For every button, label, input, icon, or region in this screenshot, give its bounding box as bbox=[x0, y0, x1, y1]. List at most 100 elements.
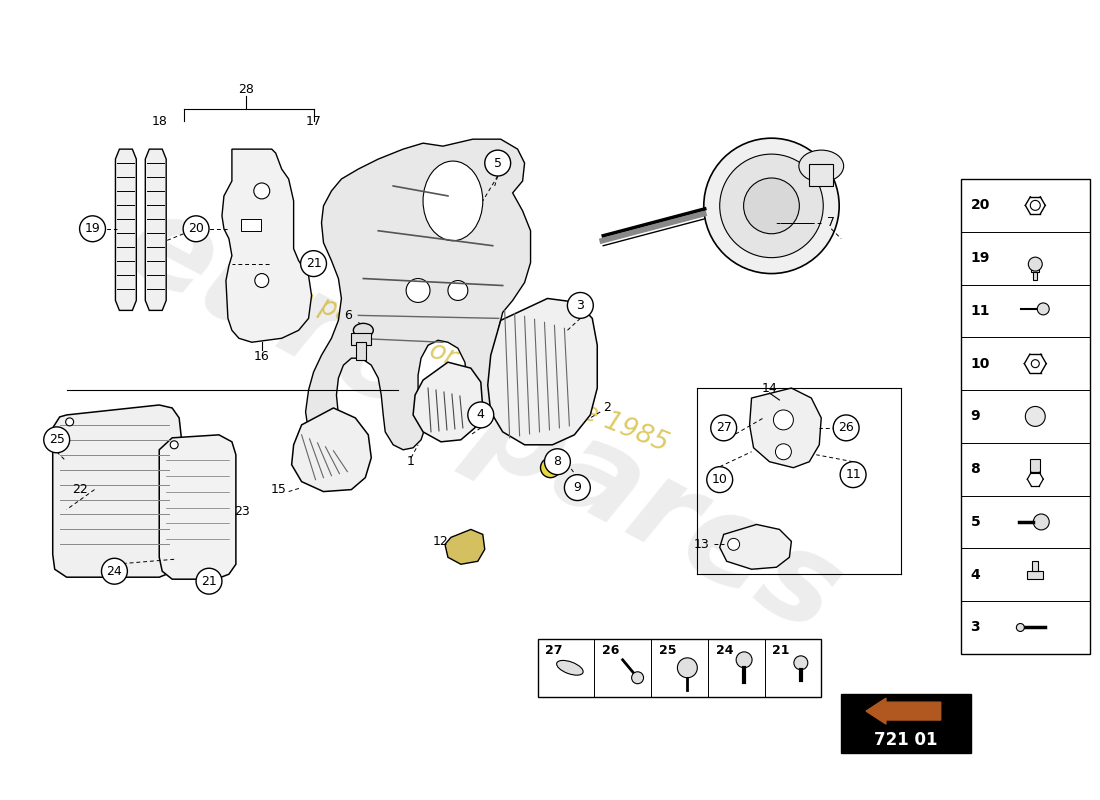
Polygon shape bbox=[487, 298, 597, 445]
Circle shape bbox=[564, 474, 591, 501]
Circle shape bbox=[44, 427, 69, 453]
Text: 26: 26 bbox=[838, 422, 854, 434]
Bar bbox=[351, 334, 372, 346]
Polygon shape bbox=[414, 362, 483, 442]
Text: 3: 3 bbox=[576, 299, 584, 312]
Text: 1: 1 bbox=[407, 455, 415, 468]
Circle shape bbox=[254, 183, 270, 199]
Circle shape bbox=[468, 402, 494, 428]
Polygon shape bbox=[719, 525, 791, 570]
Text: 28: 28 bbox=[238, 83, 254, 96]
Circle shape bbox=[776, 444, 791, 460]
Bar bbox=[1033, 272, 1037, 280]
Text: 10: 10 bbox=[970, 357, 990, 370]
Bar bbox=[356, 342, 366, 360]
Circle shape bbox=[448, 281, 468, 301]
Text: 12: 12 bbox=[433, 535, 449, 548]
Text: 27: 27 bbox=[546, 644, 563, 658]
Circle shape bbox=[711, 415, 737, 441]
Ellipse shape bbox=[557, 661, 583, 675]
Text: eurospares: eurospares bbox=[106, 181, 860, 659]
Circle shape bbox=[406, 278, 430, 302]
Text: 18: 18 bbox=[152, 114, 167, 128]
Text: a passion for parts since 1985: a passion for parts since 1985 bbox=[294, 283, 672, 457]
Circle shape bbox=[1016, 623, 1024, 631]
Circle shape bbox=[540, 458, 560, 478]
Text: 13: 13 bbox=[694, 538, 710, 551]
Text: 24: 24 bbox=[716, 644, 734, 658]
Circle shape bbox=[794, 656, 807, 670]
Text: 24: 24 bbox=[107, 565, 122, 578]
Text: 23: 23 bbox=[234, 505, 250, 518]
Polygon shape bbox=[222, 149, 311, 342]
Circle shape bbox=[728, 538, 739, 550]
Ellipse shape bbox=[799, 150, 844, 182]
Circle shape bbox=[568, 293, 593, 318]
Bar bbox=[810, 164, 833, 186]
Polygon shape bbox=[749, 388, 822, 468]
Text: 6: 6 bbox=[344, 309, 352, 322]
Polygon shape bbox=[306, 139, 530, 452]
Circle shape bbox=[1033, 514, 1049, 530]
Text: 20: 20 bbox=[970, 198, 990, 212]
Circle shape bbox=[1025, 406, 1045, 426]
Circle shape bbox=[255, 274, 268, 287]
Text: 21: 21 bbox=[306, 257, 321, 270]
Text: 26: 26 bbox=[602, 644, 619, 658]
Circle shape bbox=[79, 216, 106, 242]
Bar bbox=[538, 639, 822, 697]
Text: 5: 5 bbox=[970, 515, 980, 529]
Text: 11: 11 bbox=[845, 468, 861, 481]
Circle shape bbox=[707, 466, 733, 493]
Text: 21: 21 bbox=[772, 644, 790, 658]
Circle shape bbox=[101, 558, 128, 584]
Circle shape bbox=[719, 154, 823, 258]
Circle shape bbox=[170, 441, 178, 449]
Text: 9: 9 bbox=[573, 481, 581, 494]
Bar bbox=[842, 694, 970, 754]
Circle shape bbox=[1032, 360, 1040, 368]
Bar bbox=[1032, 264, 1040, 272]
Text: 14: 14 bbox=[761, 382, 778, 394]
Circle shape bbox=[183, 216, 209, 242]
Bar bbox=[241, 219, 261, 230]
Circle shape bbox=[773, 410, 793, 430]
Text: 7: 7 bbox=[827, 216, 835, 230]
Bar bbox=[960, 179, 1090, 654]
Circle shape bbox=[66, 418, 74, 426]
FancyArrow shape bbox=[866, 698, 940, 724]
Circle shape bbox=[196, 568, 222, 594]
Text: 8: 8 bbox=[553, 455, 561, 468]
Circle shape bbox=[1037, 303, 1049, 315]
Polygon shape bbox=[145, 149, 166, 310]
Polygon shape bbox=[444, 530, 485, 564]
Text: 5: 5 bbox=[494, 157, 502, 170]
Polygon shape bbox=[160, 435, 235, 579]
Circle shape bbox=[300, 250, 327, 277]
Text: 19: 19 bbox=[85, 222, 100, 235]
Polygon shape bbox=[53, 405, 183, 578]
Ellipse shape bbox=[353, 323, 373, 338]
Text: 8: 8 bbox=[970, 462, 980, 476]
Text: 21: 21 bbox=[201, 574, 217, 588]
Circle shape bbox=[744, 178, 800, 234]
Text: 11: 11 bbox=[970, 304, 990, 318]
Text: 17: 17 bbox=[306, 114, 321, 128]
Text: 2: 2 bbox=[603, 402, 612, 414]
Circle shape bbox=[736, 652, 752, 668]
Polygon shape bbox=[116, 149, 136, 310]
Text: 27: 27 bbox=[716, 422, 732, 434]
Text: 721 01: 721 01 bbox=[874, 731, 937, 750]
Text: 10: 10 bbox=[712, 473, 727, 486]
Circle shape bbox=[833, 415, 859, 441]
Circle shape bbox=[1028, 257, 1043, 271]
Text: 15: 15 bbox=[271, 483, 287, 496]
Circle shape bbox=[631, 672, 644, 684]
Text: 9: 9 bbox=[970, 410, 980, 423]
Bar bbox=[1031, 459, 1041, 473]
Text: 20: 20 bbox=[188, 222, 204, 235]
Text: 3: 3 bbox=[970, 621, 980, 634]
Circle shape bbox=[840, 462, 866, 488]
Text: 16: 16 bbox=[254, 350, 270, 362]
Circle shape bbox=[485, 150, 510, 176]
